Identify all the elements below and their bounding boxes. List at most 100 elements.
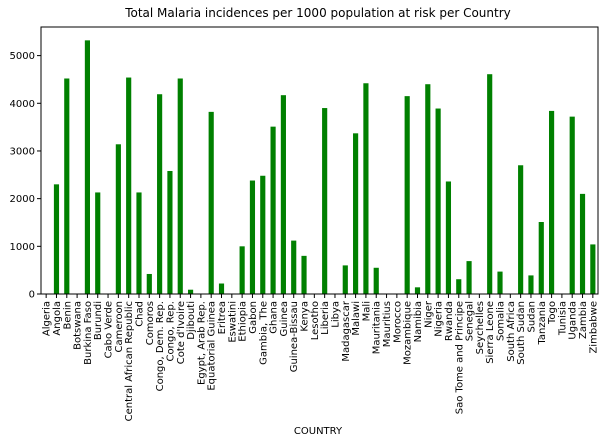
bar-49 xyxy=(549,110,555,295)
bar-46 xyxy=(518,165,524,294)
x-tick-label-2: Benin xyxy=(62,301,73,329)
x-tick-label-39: Rwanda xyxy=(444,301,455,341)
x-tick-label-50: Tunisia xyxy=(557,301,568,336)
plot-frame xyxy=(40,26,599,295)
x-tick-label-32: Mauritania xyxy=(372,301,383,354)
bar-8 xyxy=(126,77,132,295)
x-tick-label-33: Mauritius xyxy=(382,301,393,347)
bar-1 xyxy=(53,184,60,294)
x-tick-label-16: Equatorial Guinea xyxy=(207,301,218,391)
y-tick-label-2: 2000 xyxy=(10,194,35,205)
bar-47 xyxy=(528,275,534,294)
bar-5 xyxy=(95,192,101,294)
bar-7 xyxy=(115,144,121,294)
bar-39 xyxy=(445,181,452,294)
x-tick-label-38: Nigeria xyxy=(434,301,445,337)
bar-4 xyxy=(84,40,90,294)
x-tick-label-12: Congo, Rep. xyxy=(165,301,176,361)
bar-31 xyxy=(363,83,369,294)
x-tick-label-0: Algeria xyxy=(42,301,53,336)
x-tick-label-52: Zambia xyxy=(578,301,589,339)
x-tick-label-29: Madagascar xyxy=(341,300,352,362)
x-tick-label-53: Zimbabwe xyxy=(588,301,599,354)
x-tick-label-5: Burundi xyxy=(93,301,104,340)
bar-30 xyxy=(353,133,359,294)
bar-20 xyxy=(249,180,256,294)
x-tick-label-10: Comoros xyxy=(145,301,156,345)
y-tick-label-3: 3000 xyxy=(10,146,35,157)
x-tick-label-47: Sudan xyxy=(526,301,537,333)
x-tick-label-37: Niger xyxy=(423,300,434,328)
x-tick-label-24: Guinea-Bissau xyxy=(289,301,300,372)
bar-25 xyxy=(301,255,307,294)
bar-27 xyxy=(322,108,328,294)
bar-32 xyxy=(373,267,379,294)
x-tick-label-23: Guinea xyxy=(279,301,290,336)
x-tick-label-7: Cameroon xyxy=(114,301,125,352)
bar-37 xyxy=(425,84,431,294)
x-tick-label-17: Eritrea xyxy=(217,301,228,334)
y-tick-label-1: 1000 xyxy=(10,242,35,253)
x-tick-label-49: Togo xyxy=(547,301,558,325)
bar-52 xyxy=(579,193,586,294)
bar-44 xyxy=(497,271,503,294)
x-tick-label-36: Namibia xyxy=(413,301,424,342)
bar-29 xyxy=(342,265,348,294)
bar-19 xyxy=(239,246,245,294)
bar-13 xyxy=(177,78,183,294)
x-tick-label-11: Congo, Dem. Rep. xyxy=(155,301,166,391)
bar-12 xyxy=(167,170,173,294)
bar-41 xyxy=(466,261,472,294)
x-tick-label-1: Angola xyxy=(52,301,63,336)
x-tick-label-18: Eswatini xyxy=(227,301,238,343)
x-tick-label-20: Gabon xyxy=(248,301,259,334)
bar-16 xyxy=(208,111,214,294)
x-tick-label-3: Botswana xyxy=(73,301,84,350)
x-tick-label-51: Uganda xyxy=(568,301,579,340)
x-tick-label-22: Ghana xyxy=(269,301,280,334)
bar-22 xyxy=(270,126,276,294)
bar-38 xyxy=(435,108,441,294)
x-tick-label-15: Egypt, Arab Rep. xyxy=(196,301,207,385)
x-tick-label-40: Sao Tome and Principe xyxy=(454,301,465,414)
bar-24 xyxy=(291,240,297,294)
bar-43 xyxy=(487,74,493,294)
chart-title: Total Malaria incidences per 1000 popula… xyxy=(124,6,511,20)
bar-10 xyxy=(146,273,152,294)
bar-11 xyxy=(157,94,163,295)
bar-17 xyxy=(218,283,225,294)
x-axis: Algeria Angola Benin Botswana Burkina Faso Bu… xyxy=(42,294,599,421)
x-tick-label-8: Central African Republic xyxy=(124,301,135,421)
x-axis-label: COUNTRY xyxy=(294,426,343,437)
bar-51 xyxy=(569,116,575,294)
x-tick-label-31: Mali xyxy=(361,301,372,321)
y-tick-label-5: 5000 xyxy=(10,51,35,62)
x-tick-label-19: Ethiopia xyxy=(238,301,249,342)
bar-9 xyxy=(136,192,142,294)
x-tick-label-35: Mozambique xyxy=(403,301,414,365)
x-tick-label-30: Malawi xyxy=(351,301,362,336)
x-tick-label-43: Sierra Leone xyxy=(485,301,496,364)
x-tick-label-46: South Sudan xyxy=(516,301,527,365)
x-tick-label-25: Kenya xyxy=(300,301,311,332)
bars-group xyxy=(53,40,596,295)
bar-36 xyxy=(414,287,421,294)
x-tick-label-44: Somalia xyxy=(496,301,507,341)
x-tick-label-28: Libya xyxy=(330,301,341,328)
x-tick-label-6: Cabo Verde xyxy=(104,301,115,358)
x-tick-label-48: Tanzania xyxy=(537,301,548,346)
x-tick-label-27: Liberia xyxy=(320,301,331,335)
x-tick-label-4: Burkina Faso xyxy=(83,301,94,365)
bar-21 xyxy=(260,175,266,294)
x-tick-label-26: Lesotho xyxy=(310,301,321,340)
bar-48 xyxy=(538,222,544,294)
x-tick-label-14: Djibouti xyxy=(186,301,197,340)
bar-14 xyxy=(187,289,194,294)
x-tick-label-21: Gambia, The xyxy=(258,301,269,365)
y-tick-label-4: 4000 xyxy=(10,99,35,110)
bar-35 xyxy=(404,96,410,294)
bar-2 xyxy=(64,78,70,294)
x-tick-label-13: Cote d'Ivoire xyxy=(176,301,187,364)
